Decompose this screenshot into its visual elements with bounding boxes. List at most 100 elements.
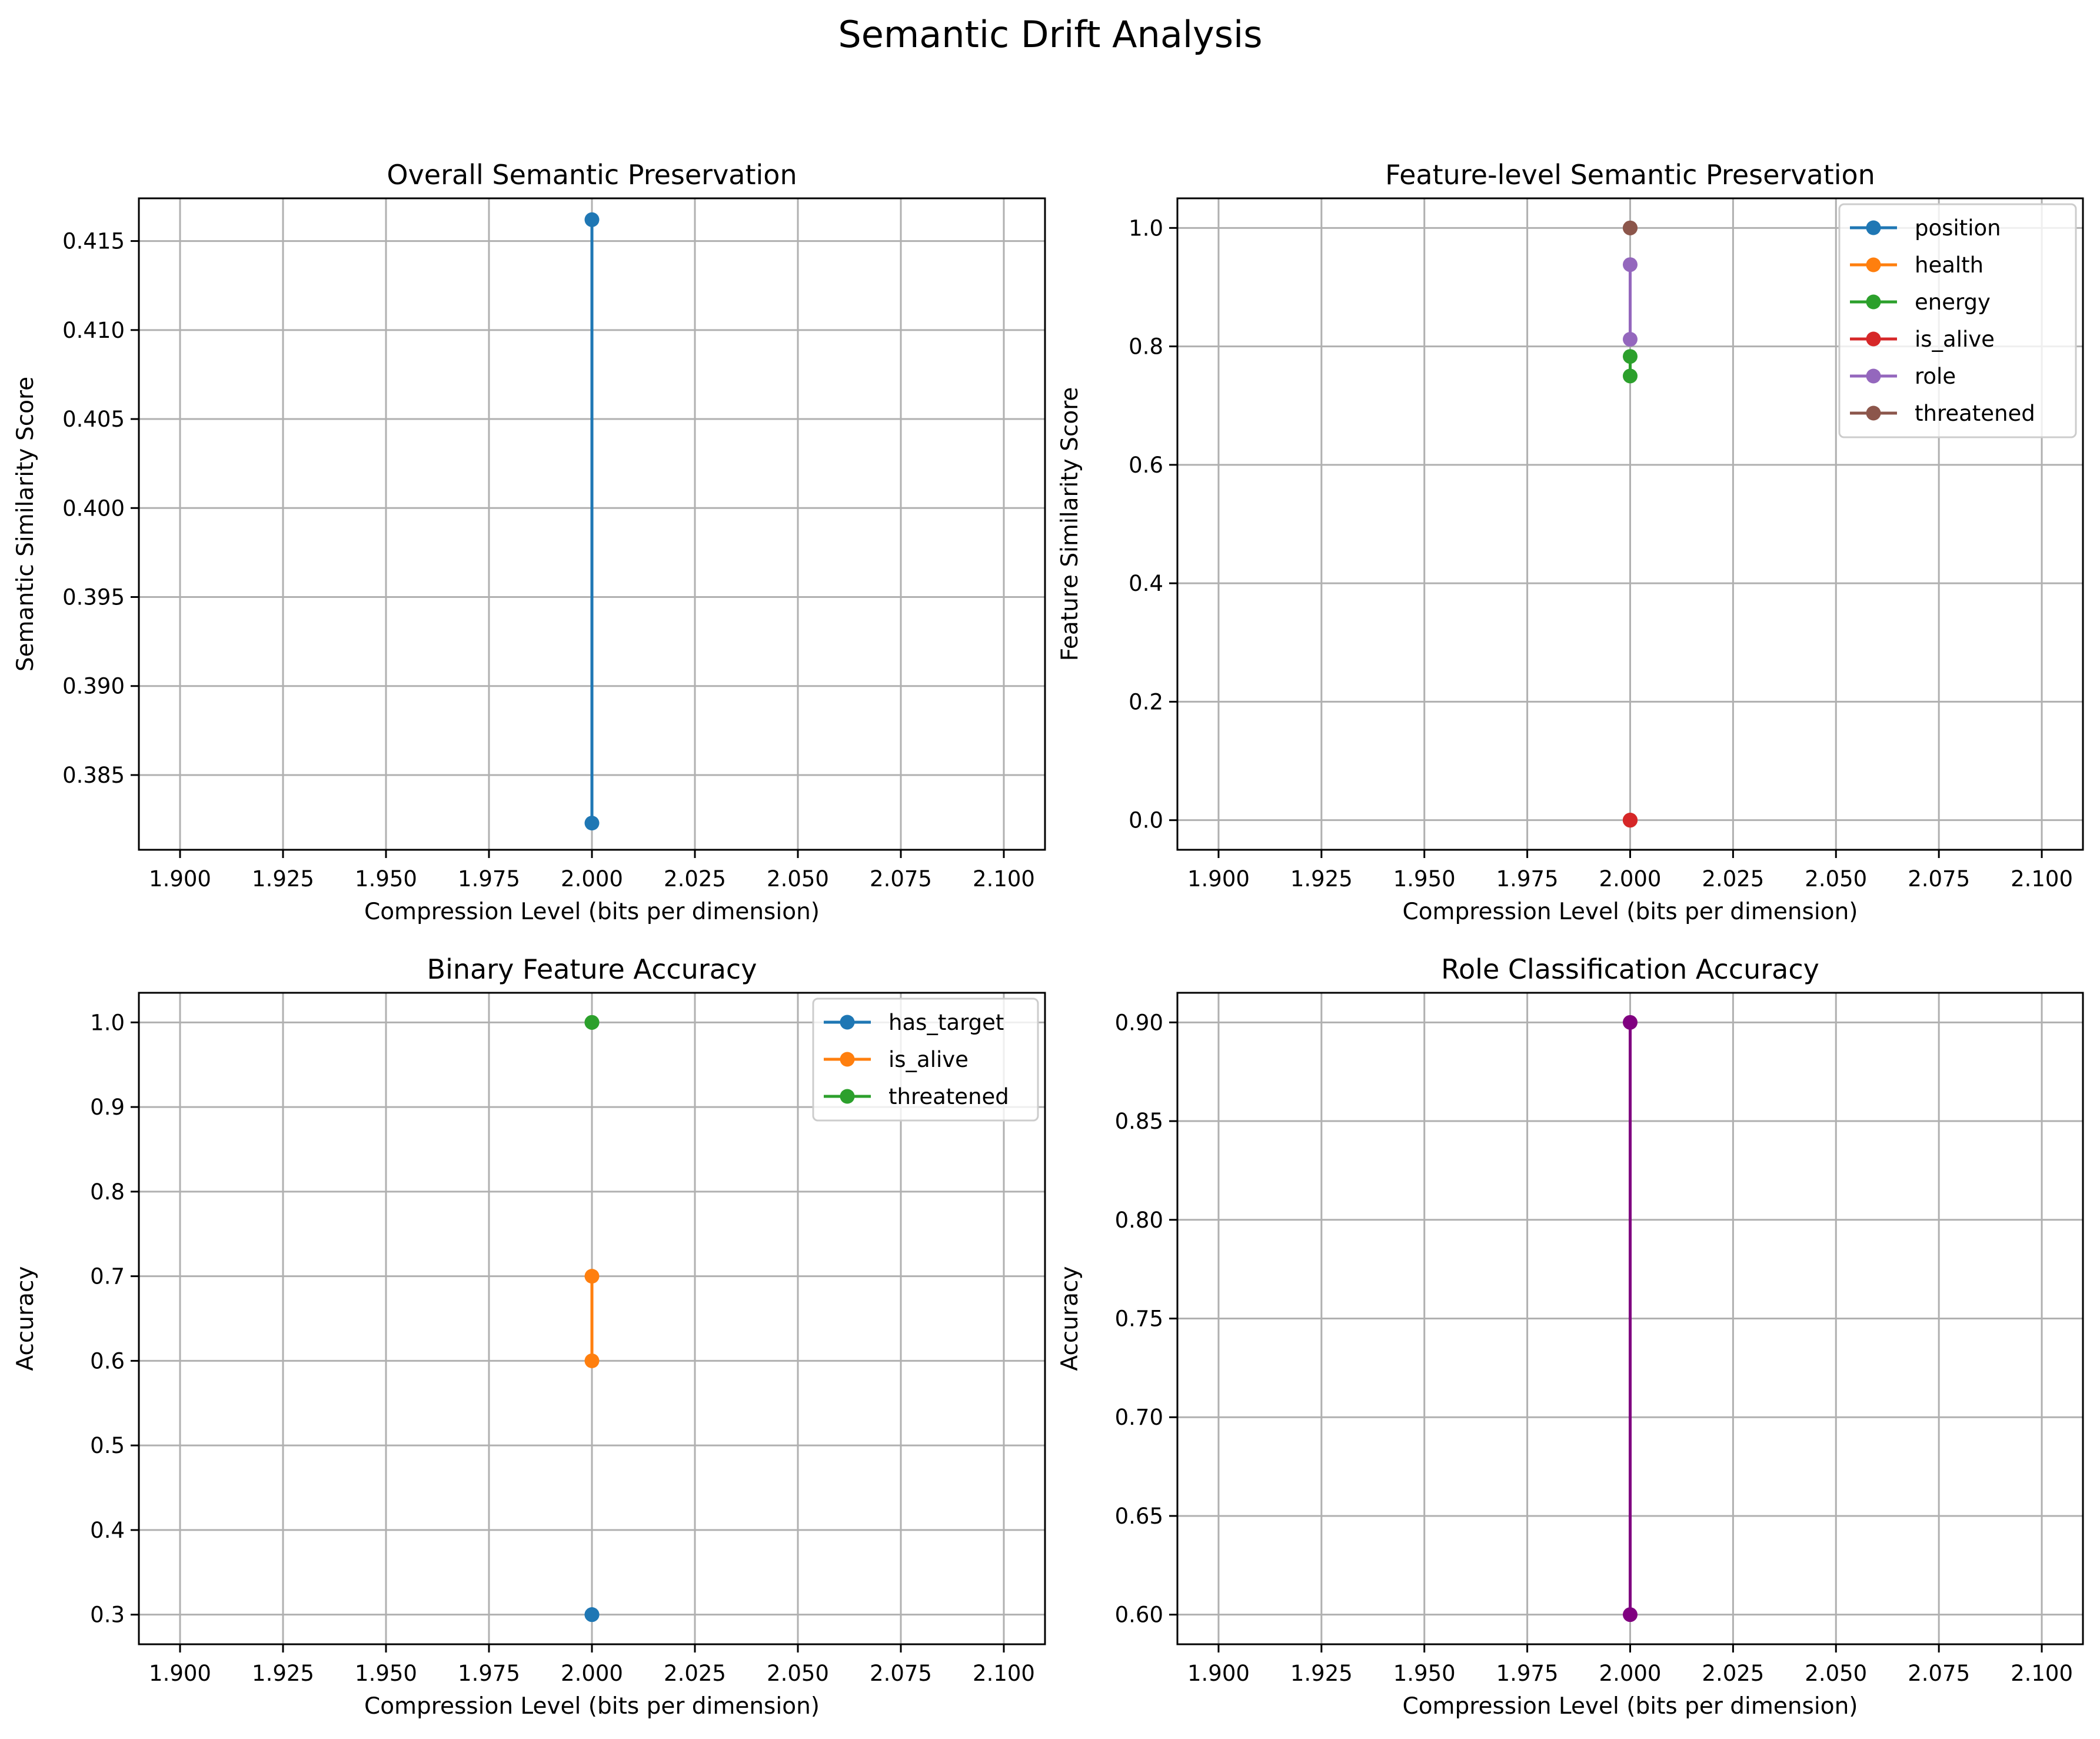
data-point [584,1607,600,1622]
x-tick-label: 1.950 [1393,1661,1456,1686]
data-point [1623,349,1638,364]
series-role [1623,257,1638,347]
legend-entry-health: health [1850,252,1983,278]
x-tick-label: 1.925 [252,1661,314,1686]
legend-marker [840,1089,855,1104]
series-has_target [584,1607,600,1622]
y-tick-label: 0.7 [90,1264,125,1289]
y-tick-label: 0.390 [62,674,125,699]
x-tick-label: 2.025 [664,866,726,892]
y-tick-label: 0.80 [1115,1208,1163,1233]
y-tick-label: 0.3 [90,1602,125,1628]
subplot-title: Feature-level Semantic Preservation [1385,159,1875,191]
x-tick-label: 2.050 [1805,866,1867,892]
legend-marker [1866,368,1881,384]
legend-label: energy [1915,290,1991,315]
x-tick-label: 2.075 [870,866,932,892]
x-tick-label: 2.100 [973,1661,1035,1686]
y-axis-label: Semantic Similarity Score [12,377,39,671]
series-threatened [1623,220,1638,235]
legend-label: threatened [888,1084,1009,1109]
y-tick-label: 0.8 [90,1179,125,1205]
y-tick-label: 0.6 [1129,453,1163,478]
axes-frame [138,992,1046,1645]
subplot-1: 1.900 1.925 1.950 1.975 2.000 2.025 2.050 2.075… [12,159,1046,925]
x-tick-label: 2.000 [1599,1661,1662,1686]
x-tick-label: 2.075 [870,1661,932,1686]
y-tick-label: 0.415 [62,229,125,254]
x-tick-label: 2.025 [1702,866,1764,892]
y-tick-label: 0.4 [90,1518,125,1543]
data-point [584,212,600,227]
y-tick-label: 0.60 [1115,1602,1163,1628]
x-tick-label: 1.900 [1187,1661,1250,1686]
series-threatened [584,1015,600,1030]
legend-entry-has_target: has_target [824,1010,1004,1035]
x-tick-label: 2.000 [561,866,623,892]
legend: has_target is_alive threatened [812,997,1039,1122]
grid-lines [139,993,1045,1644]
axes-frame [1176,197,2084,851]
y-tick-label: 0.395 [62,585,125,610]
legend-entry-energy: energy [1850,290,1991,315]
x-tick-label: 1.975 [1496,866,1559,892]
x-tick-label: 1.900 [1187,866,1250,892]
y-axis-label: Feature Similarity Score [1057,387,1083,661]
y-tick-label: 0.400 [62,496,125,521]
data-point [1623,1015,1638,1030]
x-tick-label: 1.975 [458,1661,520,1686]
x-tick-label: 2.100 [2011,866,2073,892]
figure-title: Semantic Drift Analysis [838,13,1262,56]
x-tick-label: 2.025 [1702,1661,1764,1686]
legend-label: health [1915,252,1983,278]
x-tick-label: 1.975 [1496,1661,1559,1686]
y-tick-label: 0.65 [1115,1504,1163,1529]
y-tick-label: 0.85 [1115,1109,1163,1134]
y-tick-label: 0.6 [90,1348,125,1374]
data-point [584,816,600,831]
x-tick-label: 2.100 [2011,1661,2073,1686]
legend-marker [1866,220,1881,235]
y-tick-label: 1.0 [1129,215,1163,241]
x-tick-label: 2.075 [1908,866,1970,892]
x-tick-label: 1.950 [1393,866,1456,892]
y-tick-label: 0.410 [62,318,125,343]
legend-label: threatened [1915,401,2035,426]
data-point [584,1269,600,1284]
x-tick-label: 2.000 [561,1661,623,1686]
legend-marker [1866,257,1881,272]
x-tick-label: 1.950 [355,1661,417,1686]
legend-label: position [1915,215,2001,241]
data-point [1623,368,1638,384]
data-point [1623,257,1638,272]
y-axis-label: Accuracy [1057,1266,1083,1371]
y-tick-label: 0.90 [1115,1010,1163,1035]
subplot-4: 1.900 1.925 1.950 1.975 2.000 2.025 2.050 2.075… [1057,953,2084,1720]
y-tick-label: 0.385 [62,763,125,788]
x-tick-label: 1.925 [1290,1661,1353,1686]
x-tick-label: 1.925 [252,866,314,892]
legend-entry-role: role [1850,364,1956,389]
legend-marker [1866,405,1881,421]
legend-label: is_alive [1915,327,1995,352]
legend-entry-threatened: threatened [824,1084,1009,1109]
x-tick-label: 1.900 [149,1661,211,1686]
subplot-2: 1.900 1.925 1.950 1.975 2.000 2.025 2.050 2.075… [1057,159,2084,925]
x-tick-label: 1.925 [1290,866,1353,892]
data-point [1623,1607,1638,1622]
y-axis-label: Accuracy [12,1266,39,1371]
x-axis-label: Compression Level (bits per dimension) [1402,899,1858,925]
data-point [1623,220,1638,235]
y-tick-label: 0.0 [1129,808,1163,833]
y-tick-label: 0.70 [1115,1405,1163,1430]
series-is_alive [1623,813,1638,828]
y-tick-label: 1.0 [90,1010,125,1035]
x-tick-label: 2.050 [767,866,829,892]
series-line-1 [1623,1015,1638,1622]
y-tick-label: 0.2 [1129,689,1163,714]
x-axis-label: Compression Level (bits per dimension) [364,899,820,925]
x-tick-label: 2.050 [1805,1661,1867,1686]
y-tick-label: 0.9 [90,1095,125,1120]
data-point [1623,813,1638,828]
